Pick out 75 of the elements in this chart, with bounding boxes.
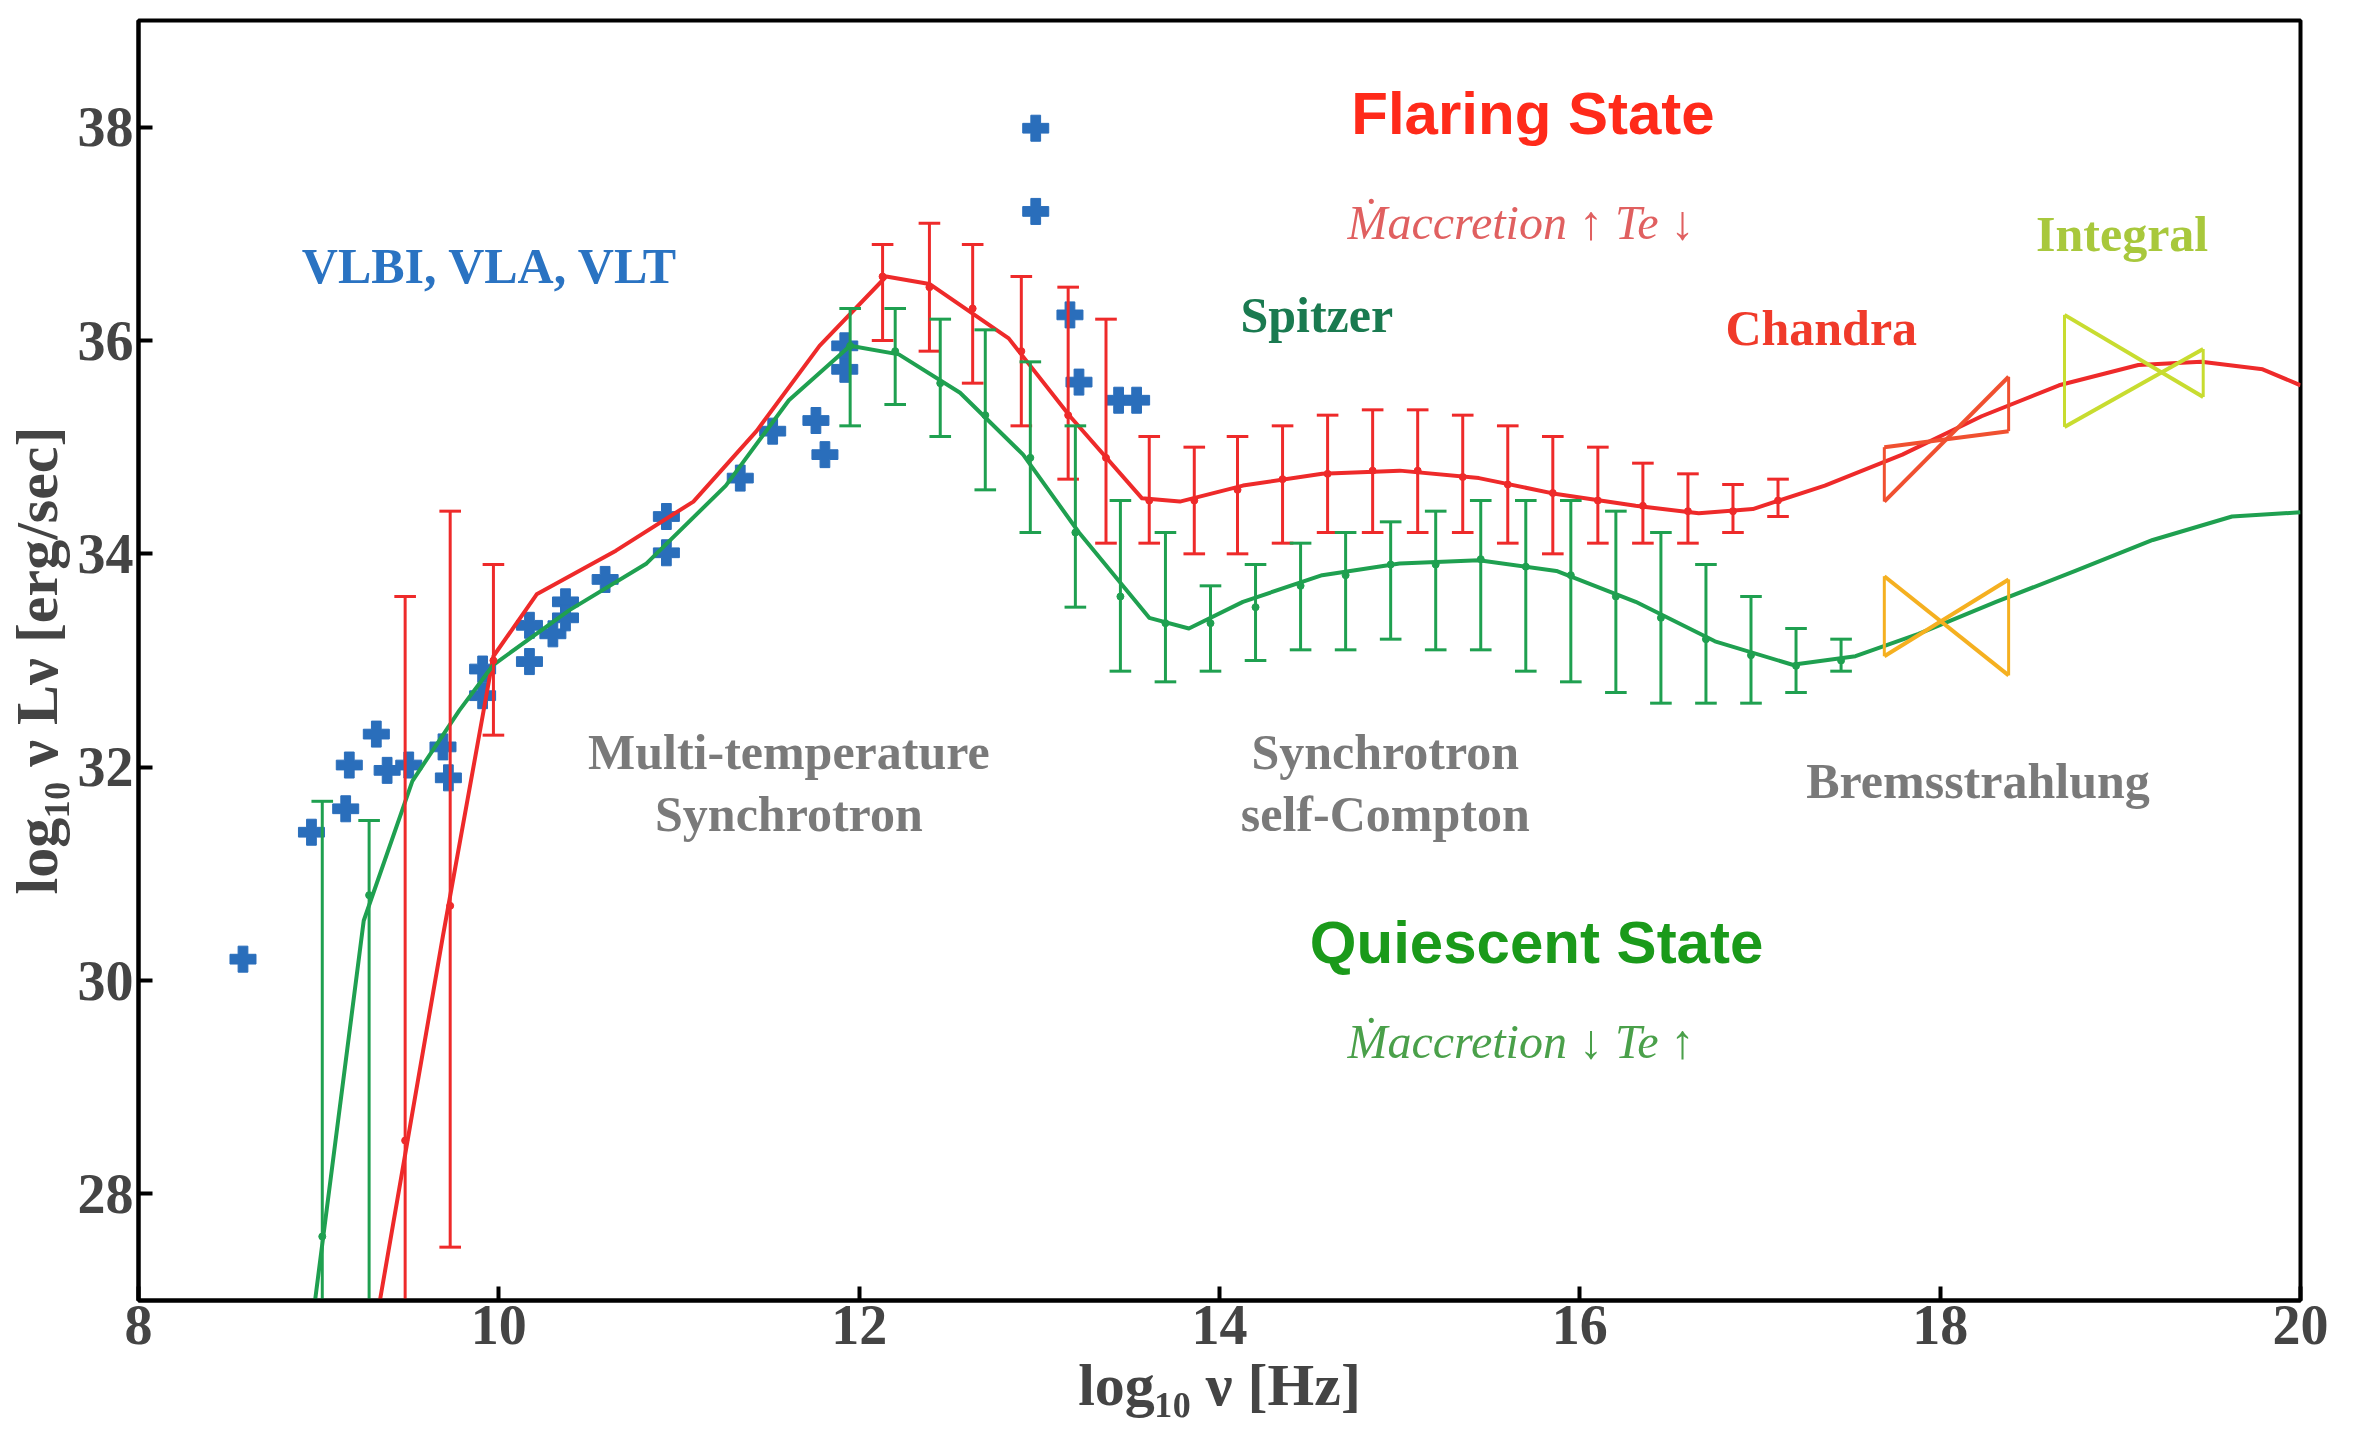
- y-tick-label: 34: [77, 522, 134, 585]
- point: [1386, 560, 1395, 569]
- point: [936, 379, 945, 388]
- point: [1017, 347, 1026, 356]
- x-tick-label: 20: [2272, 1293, 2329, 1356]
- annotation: Integral: [2036, 205, 2209, 262]
- point: [846, 341, 855, 350]
- point: [981, 411, 990, 420]
- point: [1323, 469, 1332, 478]
- annotation: Chandra: [1725, 299, 1918, 356]
- point: [1022, 197, 1050, 225]
- x-tick-label: 12: [831, 1293, 888, 1356]
- y-tick-label: 32: [77, 736, 134, 799]
- annotation: VLBI, VLA, VLT: [301, 237, 677, 294]
- point: [1611, 592, 1620, 601]
- point: [968, 304, 977, 313]
- point: [373, 756, 401, 784]
- point: [1566, 571, 1575, 580]
- point: [362, 720, 390, 748]
- annotation: Synchrotron self-Compton: [1240, 724, 1530, 842]
- annotation: Flaring State: [1351, 79, 1715, 147]
- point: [1503, 480, 1512, 489]
- point: [332, 795, 360, 823]
- x-tick-label: 18: [1912, 1293, 1969, 1356]
- point: [811, 441, 839, 469]
- x-tick-label: 10: [470, 1293, 527, 1356]
- y-tick-label: 38: [77, 96, 134, 159]
- point: [1161, 619, 1170, 628]
- annotation: Spitzer: [1240, 286, 1394, 343]
- point: [1101, 453, 1110, 462]
- point: [1116, 592, 1125, 601]
- point: [1251, 603, 1260, 612]
- point: [1065, 368, 1093, 396]
- point: [1026, 453, 1035, 462]
- point: [1206, 619, 1215, 628]
- point: [1683, 507, 1692, 516]
- annotation: Ṁaccretion ↑ Te ↓: [1346, 195, 1695, 249]
- point: [802, 407, 830, 434]
- point: [1792, 661, 1801, 670]
- y-tick-label: 30: [77, 949, 134, 1012]
- point: [335, 751, 363, 779]
- x-tick-label: 8: [124, 1293, 153, 1356]
- point: [1728, 507, 1737, 516]
- point: [1458, 473, 1467, 482]
- point: [1593, 496, 1602, 505]
- point: [489, 656, 498, 665]
- y-tick-label: 28: [77, 1162, 134, 1225]
- point: [515, 648, 543, 676]
- annotation: Quiescent State: [1309, 908, 1764, 976]
- point: [297, 818, 325, 846]
- point: [1548, 489, 1557, 498]
- point: [1278, 475, 1287, 484]
- point: [1413, 466, 1422, 475]
- point: [1368, 466, 1377, 475]
- point: [1123, 386, 1151, 414]
- annotation: Bremsstrahlung: [1806, 753, 2150, 810]
- y-axis-title: log₁₀ ν Lν [erg/sec]: [3, 426, 70, 895]
- point: [1774, 496, 1783, 505]
- annotation: Multi-temperature Synchrotron: [588, 724, 990, 842]
- x-tick-label: 16: [1551, 1293, 1608, 1356]
- annotation: Ṁaccretion ↓ Te ↑: [1346, 1014, 1695, 1068]
- point: [1638, 501, 1647, 510]
- point: [1521, 562, 1530, 571]
- point: [1071, 528, 1080, 537]
- y-tick-label: 36: [77, 309, 134, 372]
- point: [1064, 411, 1073, 420]
- point: [401, 1136, 410, 1145]
- point: [878, 272, 887, 281]
- point: [1701, 635, 1710, 644]
- point: [318, 1232, 327, 1241]
- point: [1145, 496, 1154, 505]
- point: [1022, 114, 1050, 142]
- point: [446, 901, 455, 910]
- point: [229, 945, 257, 973]
- point: [1476, 555, 1485, 564]
